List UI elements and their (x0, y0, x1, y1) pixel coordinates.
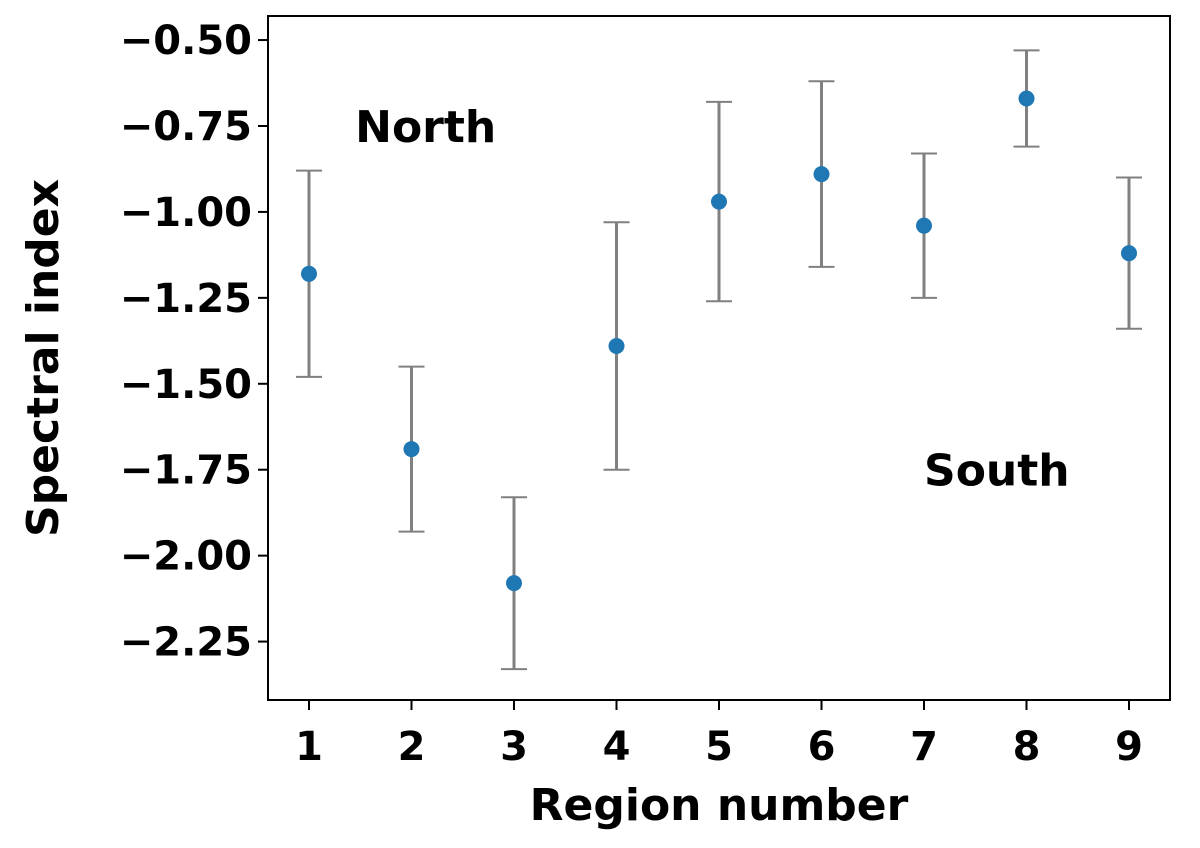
x-axis-ticks: 1 2 3 4 5 6 7 8 9 (295, 700, 1143, 770)
data-points (301, 90, 1137, 592)
data-point (301, 265, 317, 282)
data-point (1018, 90, 1035, 107)
x-tick-label: 7 (910, 724, 938, 770)
data-point (506, 575, 522, 592)
y-tick-label: −1.25 (120, 276, 252, 322)
annotation-label: South (924, 446, 1070, 497)
x-tick-label: 8 (1013, 724, 1041, 770)
y-tick-label: −1.50 (120, 362, 252, 408)
x-tick-label: 2 (398, 724, 426, 770)
x-tick-label: 4 (603, 724, 631, 770)
data-point (403, 441, 420, 458)
y-axis-label: Spectral index (18, 179, 69, 537)
plot-frame (267, 15, 1171, 701)
data-point (608, 337, 625, 354)
data-point (916, 217, 932, 234)
x-tick-label: 6 (808, 724, 836, 770)
y-tick-label: −2.25 (120, 620, 252, 666)
x-tick-label: 1 (295, 724, 323, 770)
data-point (711, 193, 727, 210)
y-tick-label: −0.50 (120, 18, 252, 64)
annotation-label: North (355, 102, 496, 153)
annotations: North South (355, 102, 1069, 497)
data-point (813, 166, 830, 183)
x-tick-label: 9 (1115, 724, 1143, 770)
x-tick-label: 3 (500, 724, 528, 770)
y-tick-label: −1.00 (120, 190, 252, 236)
data-point (1121, 245, 1137, 262)
y-tick-label: −2.00 (120, 534, 252, 580)
y-axis-ticks: −2.25 −2.00 −1.75 −1.50 −1.25 −1.00 −0.75 −0.50 (120, 18, 268, 666)
x-axis-label: Region number (530, 780, 909, 831)
y-tick-label: −0.75 (120, 104, 252, 150)
x-tick-label: 5 (705, 724, 733, 770)
y-tick-label: −1.75 (120, 448, 252, 494)
